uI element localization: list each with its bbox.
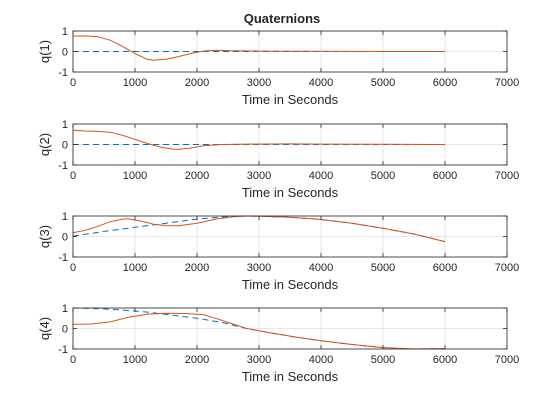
x-axis-label: Time in Seconds bbox=[242, 277, 339, 292]
x-tick-label: 6000 bbox=[433, 77, 457, 89]
x-tick-label: 5000 bbox=[371, 170, 395, 182]
x-tick-label: 3000 bbox=[247, 170, 271, 182]
figure-title: Quaternions bbox=[244, 11, 321, 26]
y-tick-label: 0 bbox=[62, 47, 68, 59]
x-tick-label: 3000 bbox=[247, 77, 271, 89]
x-tick-label: 4000 bbox=[309, 170, 333, 182]
x-tick-label: 1000 bbox=[123, 354, 147, 366]
x-tick-label: 4000 bbox=[309, 77, 333, 89]
x-tick-label: 2000 bbox=[185, 77, 209, 89]
x-tick-label: 0 bbox=[70, 354, 76, 366]
x-tick-label: 6000 bbox=[433, 170, 457, 182]
x-tick-label: 0 bbox=[70, 170, 76, 182]
x-axis-label: Time in Seconds bbox=[242, 185, 339, 200]
estimate-series-line bbox=[72, 129, 446, 150]
y-tick-label: 1 bbox=[62, 119, 68, 131]
x-tick-label: 7000 bbox=[495, 262, 519, 274]
x-tick-label: 3000 bbox=[247, 354, 271, 366]
y-tick-label: -1 bbox=[58, 252, 68, 264]
x-tick-label: 7000 bbox=[495, 77, 519, 89]
x-tick-label: 2000 bbox=[185, 354, 209, 366]
x-tick-label: 1000 bbox=[123, 170, 147, 182]
x-tick-label: 7000 bbox=[495, 170, 519, 182]
x-tick-label: 3000 bbox=[247, 262, 271, 274]
x-tick-label: 5000 bbox=[371, 262, 395, 274]
x-tick-label: 1000 bbox=[123, 77, 147, 89]
estimate-series-line bbox=[72, 35, 445, 61]
x-tick-label: 1000 bbox=[123, 262, 147, 274]
y-tick-label: 1 bbox=[62, 303, 68, 315]
x-tick-label: 0 bbox=[70, 262, 76, 274]
estimate-series-line bbox=[72, 312, 446, 350]
x-axis-label: Time in Seconds bbox=[242, 369, 339, 384]
x-tick-label: 5000 bbox=[371, 354, 395, 366]
y-tick-label: -1 bbox=[58, 67, 68, 79]
estimate-series-line bbox=[72, 215, 446, 243]
x-tick-label: 7000 bbox=[495, 354, 519, 366]
y-axis-label: q(2) bbox=[37, 133, 52, 156]
x-tick-label: 5000 bbox=[371, 77, 395, 89]
y-axis-label: q(1) bbox=[37, 40, 52, 63]
y-tick-label: -1 bbox=[58, 344, 68, 356]
y-axis-label: q(4) bbox=[37, 317, 52, 340]
x-tick-label: 4000 bbox=[309, 354, 333, 366]
y-tick-label: -1 bbox=[58, 160, 68, 172]
y-tick-label: 1 bbox=[62, 26, 68, 38]
x-tick-label: 6000 bbox=[433, 354, 457, 366]
y-tick-label: 0 bbox=[62, 324, 68, 336]
y-axis-label: q(3) bbox=[37, 225, 52, 248]
y-tick-label: 0 bbox=[62, 232, 68, 244]
x-tick-label: 0 bbox=[70, 77, 76, 89]
y-tick-label: 1 bbox=[62, 211, 68, 223]
y-tick-label: 0 bbox=[62, 140, 68, 152]
x-tick-label: 6000 bbox=[433, 262, 457, 274]
x-tick-label: 2000 bbox=[185, 262, 209, 274]
x-tick-label: 2000 bbox=[185, 170, 209, 182]
x-axis-label: Time in Seconds bbox=[242, 92, 339, 107]
x-tick-label: 4000 bbox=[309, 262, 333, 274]
